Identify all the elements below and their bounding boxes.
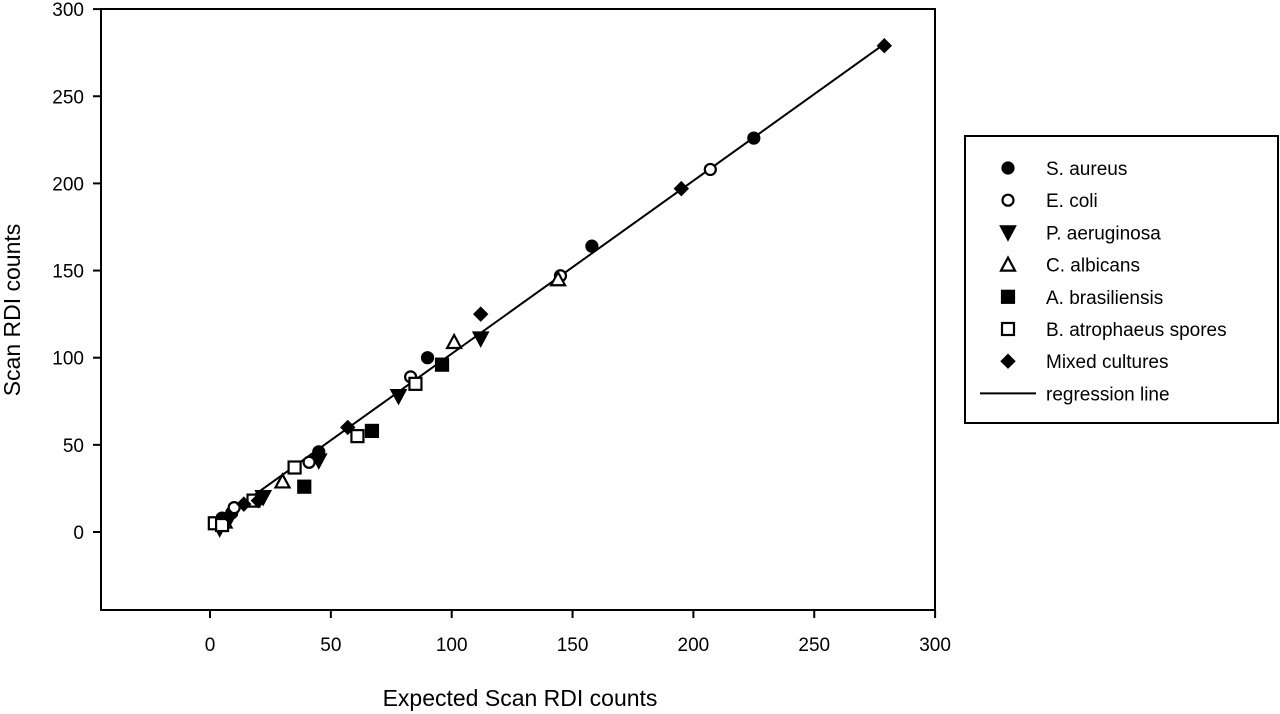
legend-item: E. coli <box>1001 191 1098 212</box>
data-point <box>236 496 252 512</box>
legend-item: S. aureus <box>1001 159 1127 180</box>
regression-line <box>209 43 885 528</box>
plot-area: 0 50 100 150 200 250 300 0 50 100 150 200 250 300 <box>52 0 951 656</box>
data-point <box>445 332 463 350</box>
data-points <box>207 37 893 538</box>
data-point <box>585 239 599 253</box>
data-point <box>876 37 893 54</box>
data-point <box>309 453 328 470</box>
legend: S. aureus E. coli P. aeruginosa C. albicans… <box>964 135 1279 424</box>
legend-items: S. aureus E. coli P. aeruginosa C. albicans… <box>980 159 1227 405</box>
data-point <box>350 429 365 444</box>
legend-item: regression line <box>980 384 1170 405</box>
legend-item: A. brasiliensis <box>1000 288 1163 309</box>
y-tick-label: 100 <box>52 349 84 370</box>
data-point <box>364 423 380 439</box>
legend-item: B. atrophaeus spores <box>1000 320 1227 341</box>
data-point <box>549 269 567 287</box>
plot-frame <box>100 8 936 611</box>
x-tick-label: 300 <box>919 635 951 656</box>
legend-label: S. aureus <box>1046 159 1127 180</box>
y-tick-label: 200 <box>52 174 84 195</box>
legend-item: P. aeruginosa <box>999 223 1161 244</box>
axis-ticks: 0 50 100 150 200 250 300 0 50 100 150 200 250 300 <box>52 0 951 656</box>
y-axis-title: Scan RDI counts <box>0 224 25 397</box>
y-tick-label: 0 <box>73 523 84 544</box>
data-point <box>471 331 490 348</box>
data-point <box>273 472 292 489</box>
legend-marker <box>1001 161 1015 175</box>
data-point <box>703 162 717 177</box>
x-tick-label: 100 <box>436 635 468 656</box>
series-6 <box>221 37 893 525</box>
legend-label: A. brasiliensis <box>1046 288 1163 309</box>
data-point <box>420 351 435 365</box>
y-tick-label: 300 <box>52 0 84 21</box>
data-point <box>340 419 356 436</box>
data-point <box>297 479 312 494</box>
x-axis-title: Expected Scan RDI counts <box>383 685 658 711</box>
data-point <box>389 388 408 406</box>
y-tick-label: 150 <box>52 262 84 283</box>
data-point <box>302 455 316 469</box>
legend-marker <box>1001 193 1015 207</box>
legend-label: C. albicans <box>1046 256 1140 277</box>
legend-frame <box>964 135 1279 424</box>
data-point <box>221 508 238 525</box>
data-point <box>287 460 302 475</box>
data-point <box>434 357 450 372</box>
legend-label: B. atrophaeus spores <box>1046 320 1227 341</box>
legend-marker <box>1000 321 1016 337</box>
legend-marker <box>1000 289 1016 304</box>
data-point <box>747 131 761 145</box>
series-4 <box>297 357 450 494</box>
data-point <box>214 517 230 533</box>
legend-marker <box>1000 353 1016 369</box>
data-point <box>472 306 489 322</box>
y-tick-label: 50 <box>63 436 84 457</box>
x-tick-label: 150 <box>557 635 589 656</box>
x-tick-label: 200 <box>678 635 710 656</box>
x-tick-label: 0 <box>205 635 216 656</box>
x-tick-label: 250 <box>798 635 830 656</box>
series-5 <box>207 376 423 533</box>
legend-marker <box>999 225 1017 242</box>
y-tick-label: 250 <box>52 87 84 108</box>
legend-label: regression line <box>1046 384 1170 405</box>
x-tick-label: 50 <box>320 635 341 656</box>
data-point <box>408 376 423 391</box>
legend-label: E. coli <box>1046 191 1098 212</box>
legend-item: Mixed cultures <box>1000 352 1169 373</box>
data-point <box>250 492 267 509</box>
legend-marker <box>999 255 1017 272</box>
legend-label: P. aeruginosa <box>1046 223 1161 244</box>
legend-item: C. albicans <box>999 255 1140 277</box>
data-point <box>673 180 690 197</box>
legend-label: Mixed cultures <box>1046 352 1169 373</box>
